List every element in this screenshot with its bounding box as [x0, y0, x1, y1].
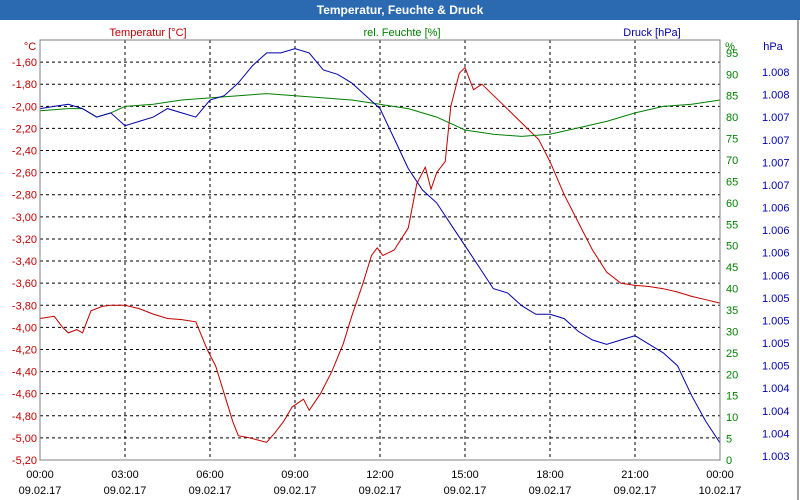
left-tick-label: -4,80: [12, 411, 37, 423]
x-tick-time: 15:00: [451, 469, 479, 481]
pressure-tick-label: 1.008: [762, 67, 790, 79]
left-tick-label: -2,40: [12, 146, 37, 158]
pressure-tick-label: 1.006: [762, 203, 790, 215]
series-group: [39, 48, 721, 444]
pressure-tick-label: 1.005: [762, 315, 790, 327]
humidity-tick-label: 55: [726, 219, 738, 231]
humidity-tick-label: 90: [726, 69, 738, 81]
humidity-tick-label: 0: [726, 455, 732, 467]
x-tick-time: 09:00: [281, 469, 309, 481]
plot-frame: [39, 39, 721, 461]
pressure-tick-label: 1.006: [762, 248, 790, 260]
pressure-tick-label: 1.007: [762, 112, 790, 124]
humidity-tick-label: 10: [726, 412, 738, 424]
humidity-tick-label: 20: [726, 369, 738, 381]
left-tick-label: -4,40: [12, 367, 37, 379]
left-axis-unit: °C: [24, 41, 36, 53]
series-label-humidity: rel. Feuchte [%]: [363, 27, 440, 39]
x-tick-date: 09.02.17: [274, 485, 317, 497]
grid: [40, 40, 720, 461]
pressure-tick-label: 1.006: [762, 225, 790, 237]
pressure-tick-label: 1.007: [762, 157, 790, 169]
pressure-line: [39, 48, 721, 444]
pressure-tick-label: 1.004: [762, 428, 790, 440]
pressure-axis-ticks: 1.008 1.008 1.007 1.007 1.007 1.007 1.006 1.006…: [762, 67, 790, 463]
x-tick-date: 10.02.17: [699, 485, 742, 497]
pressure-tick-label: 1.004: [762, 383, 790, 395]
x-tick-time: 06:00: [196, 469, 224, 481]
x-tick-time: 18:00: [536, 469, 564, 481]
x-tick-date: 09.02.17: [359, 485, 402, 497]
temperature-line: [39, 66, 721, 443]
humidity-tick-label: 50: [726, 241, 738, 253]
left-tick-label: -3,00: [12, 212, 37, 224]
humidity-tick-label: 70: [726, 155, 738, 167]
left-tick-label: -3,60: [12, 278, 37, 290]
humidity-tick-label: 65: [726, 176, 738, 188]
left-tick-label: -3,40: [12, 256, 37, 268]
left-tick-label: -5,00: [12, 433, 37, 445]
x-tick-date: 09.02.17: [19, 485, 62, 497]
left-tick-label: -3,20: [12, 234, 37, 246]
right-axis-unit-humidity: %: [725, 41, 735, 53]
humidity-tick-label: 80: [726, 112, 738, 124]
humidity-line: [39, 93, 721, 137]
left-tick-label: -5,20: [12, 455, 37, 467]
left-tick-label: -1,60: [12, 57, 37, 69]
pressure-tick-label: 1.005: [762, 338, 790, 350]
humidity-tick-label: 40: [726, 284, 738, 296]
right-axis-unit-pressure: hPa: [763, 41, 783, 53]
x-tick-date: 09.02.17: [614, 485, 657, 497]
humidity-tick-label: 95: [726, 48, 738, 60]
x-tick-date: 09.02.17: [104, 485, 147, 497]
left-tick-label: -4,00: [12, 322, 37, 334]
title-bar: [0, 0, 800, 20]
humidity-tick-label: 75: [726, 134, 738, 146]
x-tick-time: 00:00: [706, 469, 734, 481]
left-tick-label: -2,80: [12, 190, 37, 202]
chart-title: Temperatur, Feuchte & Druck: [317, 3, 484, 17]
x-tick-time: 00:00: [26, 469, 54, 481]
x-tick-date: 09.02.17: [444, 485, 487, 497]
humidity-tick-label: 30: [726, 326, 738, 338]
humidity-tick-label: 35: [726, 305, 738, 317]
pressure-tick-label: 1.005: [762, 361, 790, 373]
series-label-pressure: Druck [hPa]: [623, 27, 680, 39]
left-tick-label: -4,20: [12, 344, 37, 356]
x-tick-time: 21:00: [621, 469, 649, 481]
humidity-tick-label: 60: [726, 198, 738, 210]
pressure-tick-label: 1.007: [762, 135, 790, 147]
pressure-tick-label: 1.003: [762, 451, 790, 463]
x-axis-ticks: 00:00 09.02.17 03:00 09.02.17 06:00 09.02.17 0…: [19, 469, 742, 497]
x-tick-time: 12:00: [366, 469, 394, 481]
humidity-tick-label: 25: [726, 348, 738, 360]
pressure-tick-label: 1.004: [762, 406, 790, 418]
humidity-tick-label: 15: [726, 391, 738, 403]
x-tick-time: 03:00: [111, 469, 139, 481]
pressure-tick-label: 1.006: [762, 270, 790, 282]
pressure-tick-label: 1.008: [762, 90, 790, 102]
humidity-tick-label: 85: [726, 91, 738, 103]
x-tick-date: 09.02.17: [189, 485, 232, 497]
left-axis-ticks: -1,60 -1,80 -2,00 -2,20 -2,40 -2,60 -2,80 -3,00…: [12, 57, 37, 467]
left-tick-label: -4,60: [12, 389, 37, 401]
left-tick-label: -2,60: [12, 168, 37, 180]
humidity-tick-label: 45: [726, 262, 738, 274]
series-label-temperature: Temperatur [°C]: [109, 27, 186, 39]
left-tick-label: -3,80: [12, 300, 37, 312]
humidity-tick-label: 5: [726, 434, 732, 446]
pressure-tick-label: 1.005: [762, 293, 790, 305]
left-tick-label: -2,00: [12, 101, 37, 113]
x-tick-date: 09.02.17: [529, 485, 572, 497]
left-tick-label: -2,20: [12, 123, 37, 135]
left-tick-label: -1,80: [12, 79, 37, 91]
pressure-tick-label: 1.007: [762, 180, 790, 192]
